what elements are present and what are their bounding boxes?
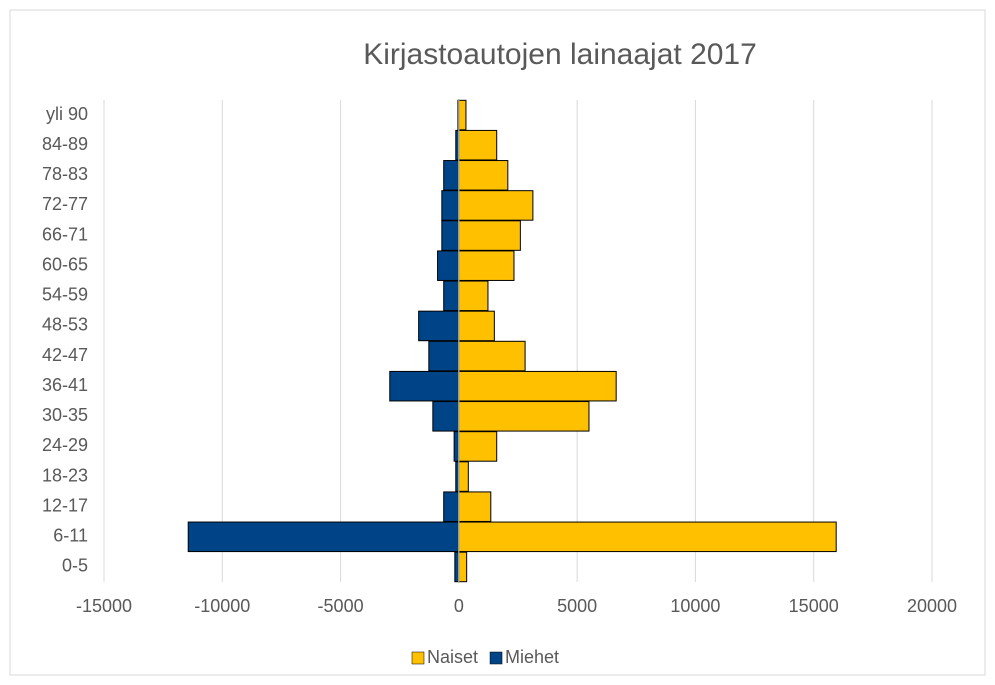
x-tick-label: -10000 [194,596,250,616]
x-tick-label: 15000 [789,596,839,616]
y-tick-label: 18-23 [42,465,88,485]
y-tick-label: 48-53 [42,315,88,335]
bar [458,521,837,553]
legend-swatch [411,651,425,665]
bar [458,431,498,462]
bar [458,129,498,161]
x-tick-label: -15000 [76,596,132,616]
bar [437,250,460,281]
y-tick-label: 60-65 [42,254,88,274]
bar [453,431,460,462]
y-tick-label: 54-59 [42,285,88,305]
bar [458,280,489,312]
bar [458,250,515,281]
chart-title: Kirjastoautojen lainaajat 2017 [363,38,757,71]
bar [443,160,460,191]
bar [458,160,509,191]
bar [443,280,460,312]
y-tick-label: 36-41 [42,375,88,395]
y-tick-label: 42-47 [42,345,88,365]
y-tick-label: yli 90 [46,104,88,124]
legend-swatch [489,651,503,665]
bar [458,461,469,492]
bar [458,310,495,342]
legend-label: Naiset [427,647,478,667]
y-tick-label: 72-77 [42,194,88,214]
bar [458,99,467,131]
y-tick-label: 12-17 [42,495,88,515]
y-tick-label: 78-83 [42,164,88,184]
bar [443,491,460,522]
x-tick-label: -5000 [318,596,364,616]
y-tick-label: 66-71 [42,224,88,244]
bar [458,220,521,251]
bar [441,190,460,221]
bar [458,370,617,402]
y-tick-label: 0-5 [62,556,88,576]
x-tick-label: 0 [454,596,464,616]
y-tick-label: 6-11 [53,526,88,546]
bar [432,401,460,432]
bar [454,551,460,583]
bar [418,310,460,342]
bar [458,551,468,583]
y-tick-label: 30-35 [42,405,88,425]
x-tick-label: 5000 [557,596,597,616]
legend-label: Miehet [505,647,559,667]
bar [458,340,526,372]
bar [428,340,460,372]
bar [187,521,460,553]
bar [441,220,460,251]
x-tick-label: 10000 [670,596,720,616]
bar [389,370,460,402]
bar [458,190,534,221]
x-tick-label: 20000 [907,596,957,616]
bar [458,491,492,522]
y-tick-label: 24-29 [42,435,88,455]
y-tick-label: 84-89 [42,134,88,154]
bar [458,401,590,432]
